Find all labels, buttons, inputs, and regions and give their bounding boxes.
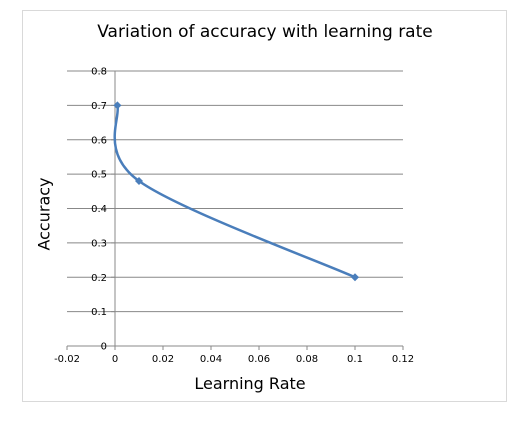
y-tick-label-7: 0.7 bbox=[91, 101, 107, 112]
x-axis-label: Learning Rate bbox=[194, 374, 306, 393]
x-tick-label-2: 0.02 bbox=[152, 354, 174, 365]
axes bbox=[66, 70, 404, 350]
x-tick-labels: -0.02 0 0.02 0.04 0.06 0.08 0.1 0.12 bbox=[54, 354, 414, 365]
x-tick-label-3: 0.04 bbox=[200, 354, 222, 365]
chart-frame bbox=[22, 10, 507, 402]
x-tick-label-5: 0.08 bbox=[296, 354, 318, 365]
y-tick-label-3: 0.3 bbox=[91, 238, 107, 249]
data-point-0-0 bbox=[113, 101, 122, 110]
y-tick-label-4: 0.4 bbox=[91, 204, 107, 215]
y-tick-label-2: 0.2 bbox=[91, 273, 107, 284]
x-tick-label-6: 0.1 bbox=[347, 354, 363, 365]
y-tick-label-1: 0.1 bbox=[91, 307, 107, 318]
y-tick-labels: 0 0.1 0.2 0.3 0.4 0.5 0.6 0.7 0.8 bbox=[91, 67, 107, 353]
x-tick-label-1: 0 bbox=[112, 354, 118, 365]
data-point-0-2 bbox=[351, 273, 359, 282]
gridlines bbox=[67, 70, 403, 313]
chart-title: Variation of accuracy with learning rate bbox=[97, 22, 433, 42]
x-tick-label-0: -0.02 bbox=[54, 354, 80, 365]
series-line-0 bbox=[113, 105, 356, 279]
y-tick-label-8: 0.8 bbox=[91, 67, 107, 78]
y-tick-label-5: 0.5 bbox=[91, 170, 107, 181]
x-tick-label-7: 0.12 bbox=[392, 354, 414, 365]
y-tick-label-0: 0 bbox=[101, 342, 107, 353]
x-tick-label-4: 0.06 bbox=[248, 354, 270, 365]
series-group bbox=[113, 101, 359, 282]
data-point-0-1 bbox=[135, 177, 143, 185]
y-tick-label-6: 0.6 bbox=[91, 135, 107, 146]
